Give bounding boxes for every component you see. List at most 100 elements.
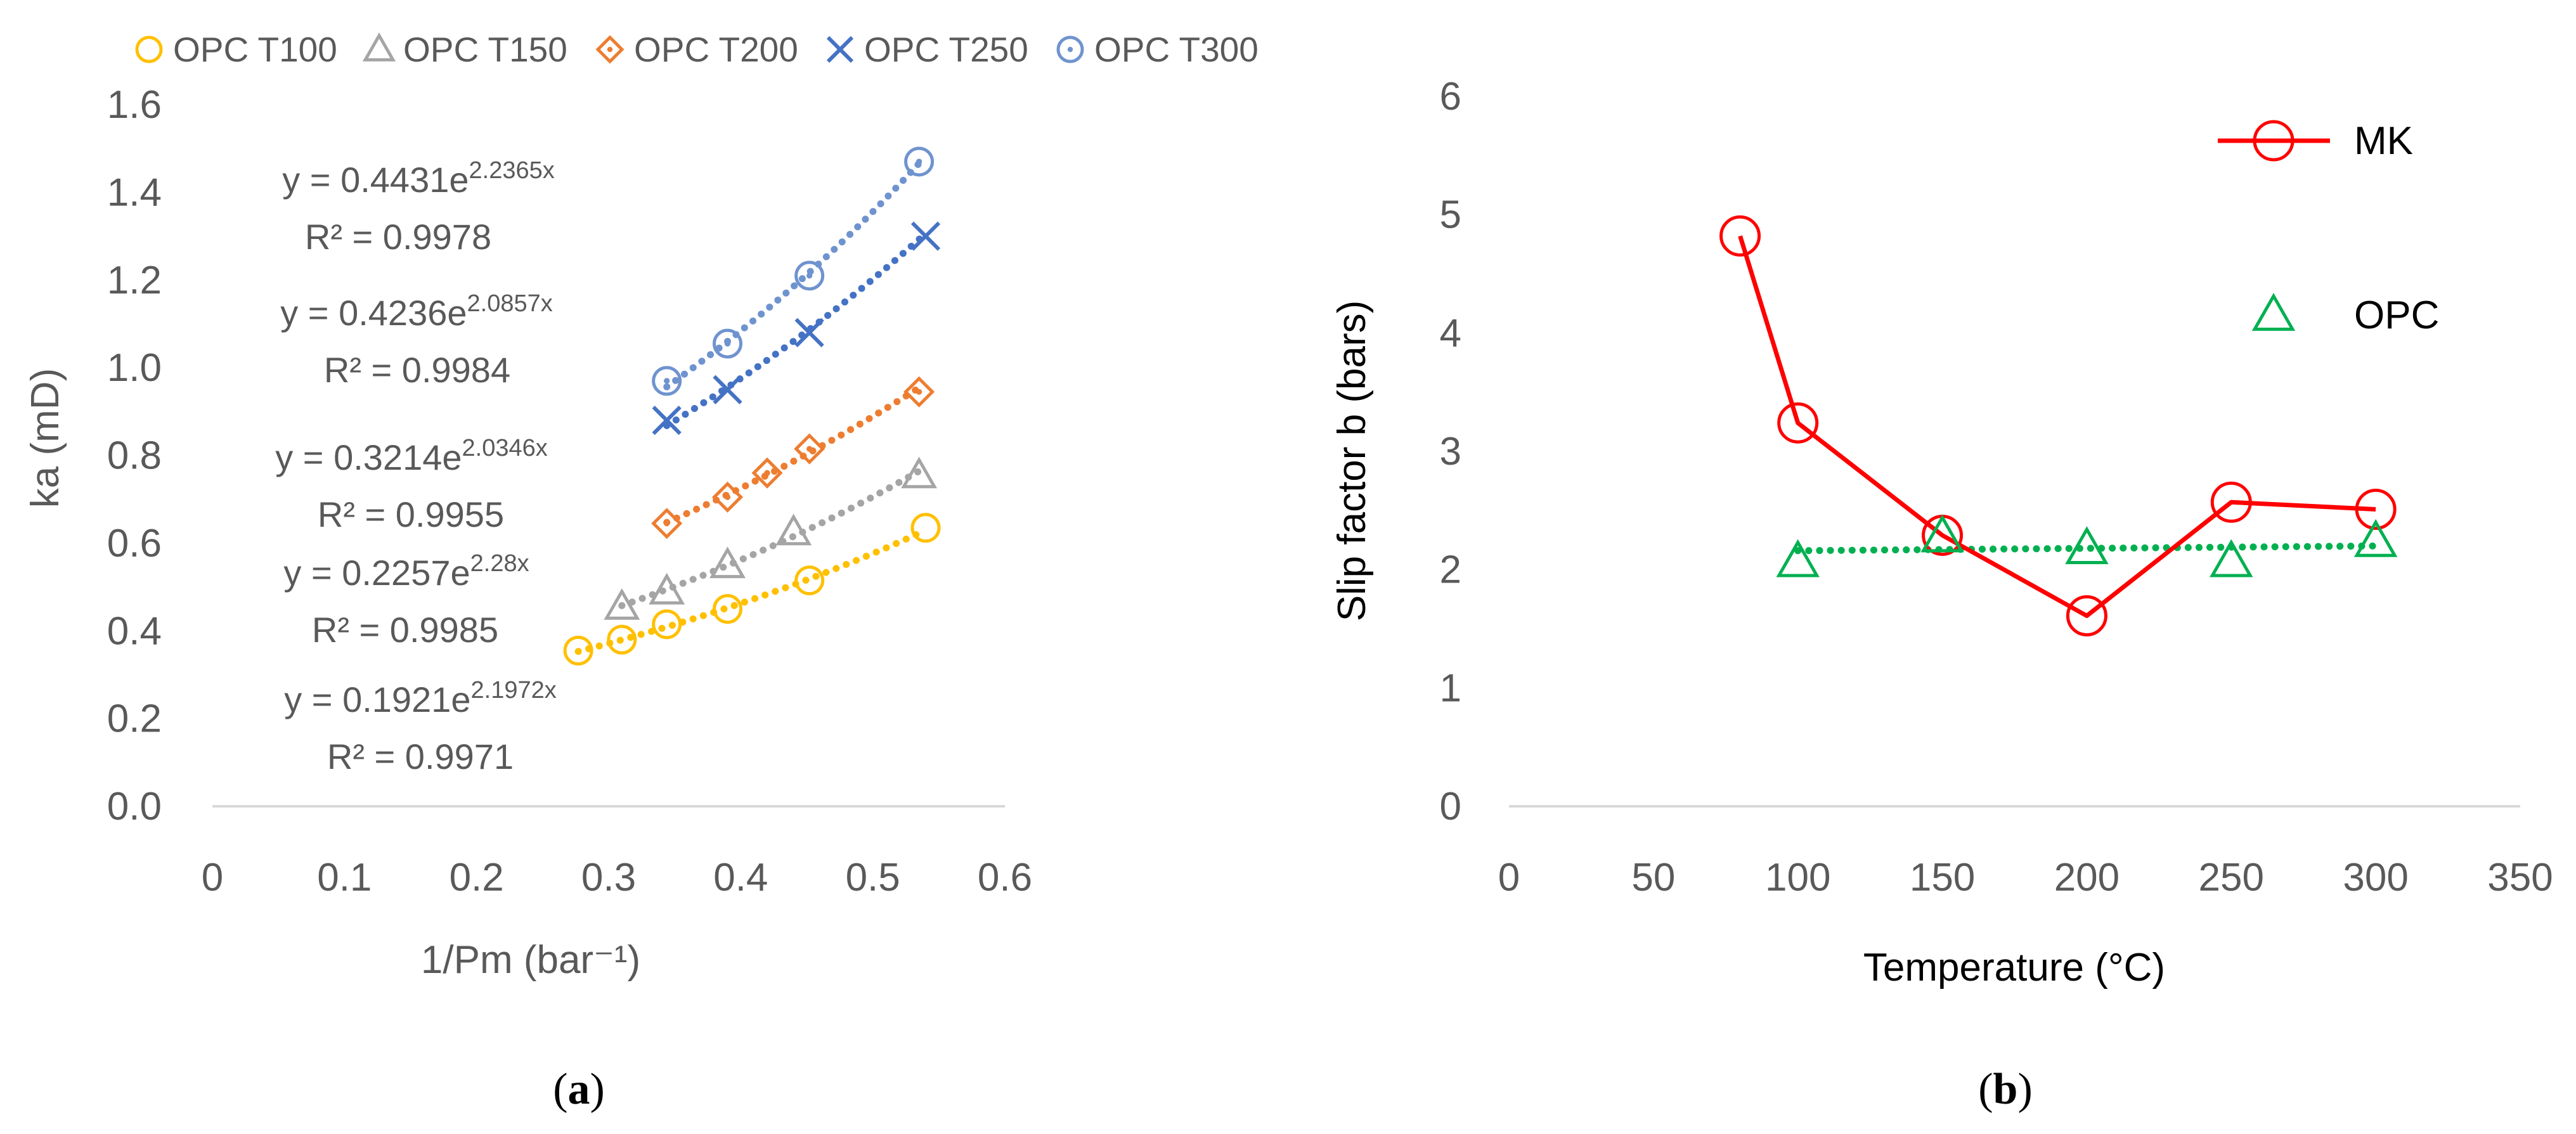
- legend-item-opc-t150: OPC T150: [362, 30, 567, 69]
- legend-item-opc-t300: OPC T300: [1056, 30, 1259, 69]
- y-tick-label: 1.6: [107, 83, 162, 127]
- data-point-opc-t300: [713, 328, 742, 359]
- x-tick-label: 250: [2199, 856, 2264, 899]
- data-point-opc-t150: [649, 572, 685, 605]
- data-point-opc-t100: [713, 594, 742, 624]
- data-point-opc-t100: [794, 565, 825, 596]
- data-point-opc-t250: [652, 406, 682, 435]
- trendline-opc-t250: [663, 229, 929, 429]
- data-point-opc-t300: [904, 146, 935, 177]
- data-point-opc-t150: [604, 588, 640, 620]
- data-point-opc: [2065, 526, 2109, 564]
- x-tick-label: 350: [2487, 856, 2553, 899]
- data-point-mk: [2355, 488, 2397, 530]
- legend-label-opc-t300: OPC T300: [1094, 30, 1259, 69]
- y-tick-label: 0.4: [107, 609, 162, 653]
- x-tick-label: 0: [1498, 856, 1520, 899]
- r2-opc-t200: R² = 0.9955: [318, 494, 504, 534]
- x-tick-label: 0.1: [317, 856, 372, 899]
- x-tick-label: 300: [2343, 856, 2408, 899]
- chart-panel-a: 0 0.1 0.2 0.3 0.4 0.5 0.6 0.0 0.2 0.4 0.6 0.8 1.0 1.2…: [23, 30, 1259, 1114]
- data-point-opc-t150: [709, 546, 746, 579]
- x-tick-label: 0.3: [581, 856, 636, 899]
- data-point-mk: [2210, 481, 2252, 523]
- equation-opc-t100: y = 0.1921e2.1972x: [284, 677, 556, 719]
- legend-marker-opc-t200: [595, 35, 625, 64]
- trendline-opc: [1794, 542, 2379, 555]
- legend-label-opc-t200: OPC T200: [634, 30, 798, 69]
- legend-label-mk: MK: [2354, 119, 2413, 163]
- data-point-opc-t200: [711, 481, 744, 513]
- data-point-mk: [1777, 402, 1819, 444]
- legend-marker-opc-t250: [826, 35, 854, 63]
- data-point-mk: [1719, 215, 1761, 257]
- legend-item-mk: MK: [2218, 119, 2413, 163]
- equation-opc-t250: y = 0.4236e2.0857x: [280, 290, 552, 333]
- data-point-opc: [1920, 514, 1964, 553]
- y-tick-label: 1.4: [107, 171, 162, 214]
- r2-opc-t300: R² = 0.9978: [305, 217, 491, 257]
- r2-opc-t100: R² = 0.9971: [327, 737, 514, 776]
- r2-opc-t150: R² = 0.9985: [312, 610, 498, 650]
- data-point-opc-t200: [903, 376, 935, 408]
- legend-item-opc-t250: OPC T250: [826, 30, 1028, 69]
- x-tick-label: 0.4: [713, 856, 768, 899]
- legend: MK OPC: [2218, 119, 2439, 337]
- legend-marker-mk: [2253, 120, 2294, 162]
- legend-label-opc-t150: OPC T150: [403, 30, 567, 69]
- data-point-opc-t100: [563, 635, 593, 666]
- panel-caption-a: (a): [553, 1065, 605, 1114]
- x-tick-label: 200: [2054, 856, 2120, 899]
- data-point-mk: [2066, 595, 2107, 636]
- data-point-opc-t300: [652, 366, 682, 396]
- legend-label-opc: OPC: [2354, 293, 2439, 337]
- x-tick-label: 0: [202, 856, 223, 899]
- y-tick-label: 0.6: [107, 522, 162, 565]
- y-tick-label: 0: [1440, 785, 1461, 828]
- x-tick-label: 150: [1910, 856, 1975, 899]
- legend-marker-opc-t100: [135, 35, 163, 63]
- y-tick-label: 3: [1440, 430, 1461, 474]
- x-tick-label: 0.5: [846, 856, 900, 899]
- data-point-opc-t300: [794, 261, 825, 291]
- y-tick-label: 0.2: [107, 697, 162, 741]
- data-point-opc-t200: [651, 508, 683, 539]
- y-tick-label: 1.0: [107, 346, 162, 390]
- equation-opc-t150: y = 0.2257e2.28x: [283, 550, 529, 593]
- x-tick-label: 0.6: [978, 856, 1032, 899]
- legend-label-opc-t250: OPC T250: [864, 30, 1028, 69]
- data-point-opc-t250: [794, 318, 824, 347]
- data-point-opc-t150: [901, 456, 938, 489]
- y-tick-label: 6: [1440, 75, 1461, 119]
- series-line-mk: [1738, 235, 2376, 618]
- y-axis-title: Slip factor b (bars): [1330, 300, 1374, 622]
- r2-opc-t250: R² = 0.9984: [324, 350, 510, 390]
- y-tick-label: 5: [1440, 193, 1461, 237]
- legend-item-opc-t100: OPC T100: [135, 30, 337, 69]
- data-point-opc: [1776, 539, 1820, 577]
- y-tick-label: 1.2: [107, 259, 162, 302]
- x-axis-title: Temperature (°C): [1863, 946, 2165, 989]
- trendline-opc-t100: [574, 527, 929, 655]
- panel-caption-b: (b): [1978, 1065, 2033, 1114]
- legend-label-opc-t100: OPC T100: [173, 30, 337, 69]
- data-point-opc-t100: [652, 609, 682, 640]
- legend-item-opc: OPC: [2251, 293, 2439, 337]
- y-tick-label: 4: [1440, 311, 1461, 355]
- data-point-opc-t100: [607, 624, 637, 655]
- equation-opc-t300: y = 0.4431e2.2365x: [282, 157, 554, 200]
- legend-marker-opc: [2251, 293, 2296, 331]
- equation-opc-t200: y = 0.3214e2.0346x: [275, 435, 547, 477]
- data-point-opc: [2353, 519, 2398, 557]
- legend-marker-opc-t300: [1056, 35, 1084, 63]
- x-axis-title: 1/Pm (bar⁻¹): [421, 938, 640, 982]
- x-tick-label: 0.2: [450, 856, 504, 899]
- data-point-opc-t100: [910, 513, 941, 543]
- data-point-opc-t200: [751, 457, 783, 489]
- y-axis-title: ka (mD): [23, 368, 67, 508]
- y-tick-label: 2: [1440, 548, 1461, 592]
- x-tick-label: 100: [1765, 856, 1830, 899]
- data-point-opc-t200: [794, 433, 825, 465]
- y-tick-label: 0.8: [107, 434, 162, 478]
